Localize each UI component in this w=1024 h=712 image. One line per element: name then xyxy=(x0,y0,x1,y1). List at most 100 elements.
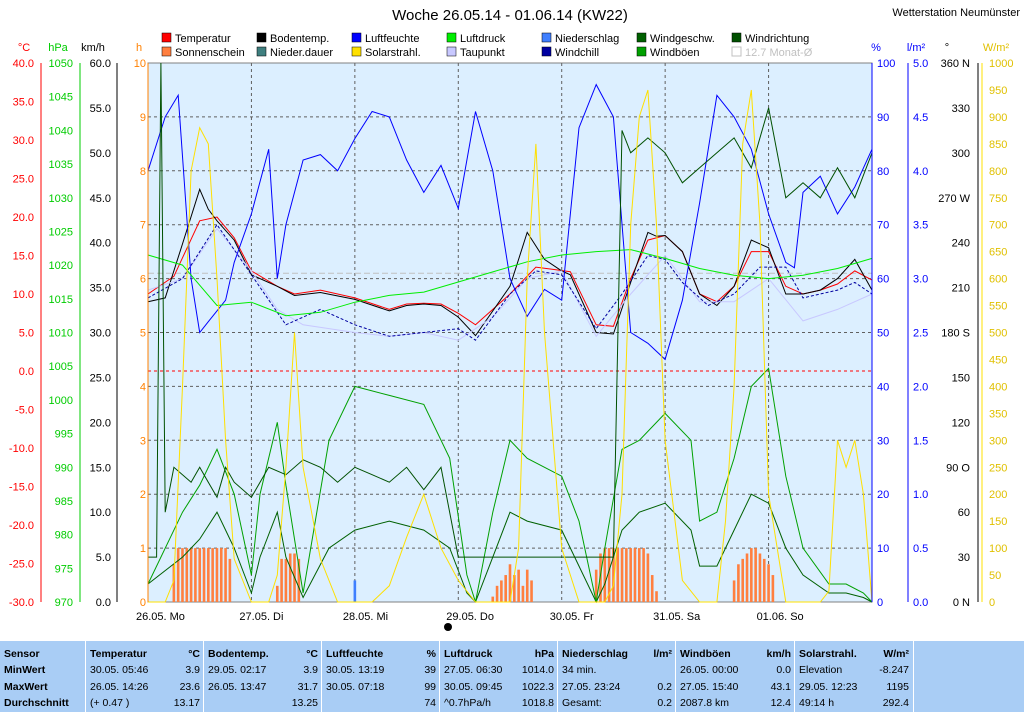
stats-cell-label: ^0.7hPa/h xyxy=(444,697,491,709)
celsius-axis-tick: -5.0 xyxy=(15,405,34,417)
stats-cell-value: 0.2 xyxy=(657,697,672,709)
sunshine-bar xyxy=(741,558,745,602)
legend-label: Windrichtung xyxy=(745,33,809,45)
stats-cell-value: 31.7 xyxy=(297,681,318,693)
sunshine-bar xyxy=(754,548,757,602)
wm2-axis-tick: 200 xyxy=(989,489,1007,501)
wm2-axis-tick: 750 xyxy=(989,193,1007,205)
stats-separator xyxy=(794,641,795,712)
kmh-axis-tick: 15.0 xyxy=(90,462,111,474)
lm2-axis-unit: l/m² xyxy=(907,42,926,54)
sunshine-bar xyxy=(508,564,512,602)
stats-column-title: Luftfeuchte xyxy=(326,648,384,660)
celsius-axis-tick: 40.0 xyxy=(13,58,34,70)
legend-label: Windchill xyxy=(555,47,599,59)
weather-chart: 40.035.030.025.020.015.010.05.00.0-5.0-1… xyxy=(8,7,1021,631)
stats-cell-value: 0.0 xyxy=(776,664,791,676)
stats-cell-value: 0.2 xyxy=(657,681,672,693)
lm2-axis-tick: 3.0 xyxy=(913,274,928,286)
sunshine-bar xyxy=(297,558,301,602)
hpa-axis-tick: 1020 xyxy=(49,260,73,272)
stats-column: Niederschlag l/m² 34 min. 27.05. 23:24 0.2 Ge… xyxy=(558,641,676,712)
kmh-axis-tick: 5.0 xyxy=(96,552,111,564)
sunshine-bar xyxy=(737,564,740,602)
legend-item: Luftdruck xyxy=(446,32,506,45)
legend-swatch xyxy=(636,46,647,57)
degree-axis-tick: 180 S xyxy=(941,328,970,340)
legend-item: Sonnenschein xyxy=(161,46,245,59)
stats-cell-value: 39 xyxy=(424,664,436,676)
stats-cell-value: 1195 xyxy=(886,681,909,693)
stats-separator xyxy=(675,641,676,712)
percent-axis-unit: % xyxy=(871,42,881,54)
hours-axis-tick: 2 xyxy=(140,489,146,501)
sunshine-bar xyxy=(530,580,533,602)
x-axis-label: 29.05. Do xyxy=(446,611,494,623)
legend-label: Windböen xyxy=(650,47,700,59)
hours-axis-tick: 3 xyxy=(140,435,146,447)
stats-cell-label: 29.05. 02:17 xyxy=(208,664,267,676)
stats-cell-label: 49:14 h xyxy=(799,697,835,709)
stats-cell-label: 2087.8 km xyxy=(680,697,730,709)
row-label-max: MaxWert xyxy=(4,681,48,693)
sunshine-bar xyxy=(198,548,202,602)
stats-column: Luftfeuchte% 30.05. 13:19 39 30.05. 07:18 99… xyxy=(322,641,440,712)
percent-axis-tick: 60 xyxy=(877,274,889,286)
percent-axis-tick: 0 xyxy=(877,597,883,609)
stats-cell-value: 74 xyxy=(424,697,436,709)
celsius-axis-tick: 5.0 xyxy=(19,328,34,340)
series-solarstrahl-line xyxy=(148,89,873,603)
legend-label: Taupunkt xyxy=(460,47,505,59)
stats-cell-label: 30.05. 07:18 xyxy=(326,681,385,693)
legend-label: Sonnenschein xyxy=(175,47,245,59)
legend-label: Windgeschw. xyxy=(650,33,715,45)
degree-axis-tick: 0 N xyxy=(953,597,970,609)
degree-axis-tick: 360 N xyxy=(941,58,970,70)
lm2-axis-tick: 1.0 xyxy=(913,489,928,501)
wm2-axis-tick: 550 xyxy=(989,301,1007,313)
sunshine-bar xyxy=(215,548,219,602)
kmh-axis-tick: 10.0 xyxy=(90,507,111,519)
stats-cell-label: 27.05. 15:40 xyxy=(680,681,739,693)
hpa-axis-tick: 1000 xyxy=(49,395,73,407)
legend-swatch xyxy=(446,32,457,43)
celsius-axis-unit: °C xyxy=(18,42,30,54)
legend-item: Bodentemp. xyxy=(256,32,329,45)
kmh-axis-tick: 50.0 xyxy=(90,148,111,160)
legend-label: Solarstrahl. xyxy=(365,47,421,59)
percent-axis-tick: 40 xyxy=(877,381,889,393)
hpa-axis-tick: 995 xyxy=(55,429,73,441)
celsius-axis-tick: 30.0 xyxy=(13,135,34,147)
precipitation-bar xyxy=(353,580,357,602)
lm2-axis-tick: 5.0 xyxy=(913,58,928,70)
wm2-axis-tick: 500 xyxy=(989,328,1007,340)
stats-cell-value: 292.4 xyxy=(882,697,909,709)
sunshine-bar xyxy=(612,548,615,602)
celsius-axis-tick: -25.0 xyxy=(9,559,34,571)
hours-axis-tick: 8 xyxy=(140,166,146,178)
celsius-axis-tick: 25.0 xyxy=(13,174,34,186)
kmh-axis-tick: 55.0 xyxy=(90,103,111,115)
legend-swatch xyxy=(351,46,362,57)
sunshine-bar xyxy=(517,569,520,602)
sunshine-bar xyxy=(228,558,232,602)
hours-axis-tick: 10 xyxy=(134,58,146,70)
celsius-axis-tick: -30.0 xyxy=(9,597,34,609)
sunshine-bar xyxy=(181,548,184,602)
legend-swatch xyxy=(446,46,457,57)
wm2-axis-tick: 600 xyxy=(989,274,1007,286)
hours-axis-tick: 1 xyxy=(140,543,146,555)
degree-axis-tick: 330 xyxy=(952,103,970,115)
series-windchill-line xyxy=(147,223,873,341)
degree-axis-tick: 90 O xyxy=(946,462,970,474)
series-windgeschw-line xyxy=(147,493,873,604)
stats-column-title: Bodentemp. xyxy=(208,648,269,660)
sunshine-bar xyxy=(594,569,598,602)
stats-separator xyxy=(321,641,322,712)
kmh-axis-tick: 0.0 xyxy=(96,597,111,609)
stats-cell-label: 26.05. 13:47 xyxy=(208,681,267,693)
lm2-axis-tick: 4.0 xyxy=(913,166,928,178)
legend-swatch xyxy=(731,46,742,57)
sunshine-bar xyxy=(207,548,210,602)
wm2-axis-tick: 350 xyxy=(989,408,1007,420)
